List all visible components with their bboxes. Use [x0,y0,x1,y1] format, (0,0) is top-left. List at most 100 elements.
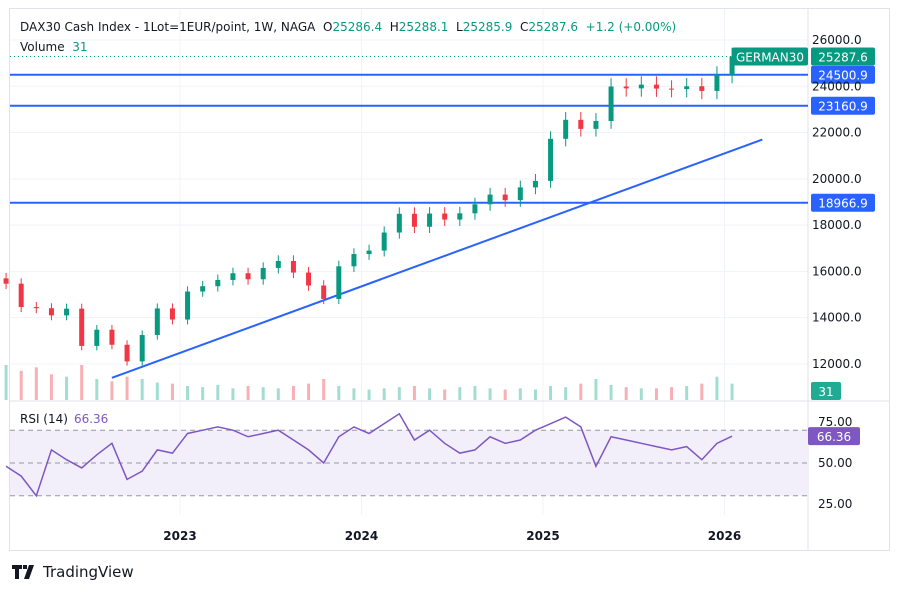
volume-bar [639,388,643,400]
volume-bar [186,386,190,400]
candle-body [200,286,206,292]
volume-bar [276,388,280,400]
volume-bar [65,376,69,400]
volume-bar [49,374,53,400]
candle-body [64,308,70,316]
low-label: L [456,20,463,34]
volume-bar [715,376,719,400]
volume-bar [412,386,416,400]
chart-frame[interactable] [9,8,890,551]
candle-body [548,138,554,181]
volume-label: Volume [20,40,65,54]
candle-body [442,213,448,220]
change-value: +1.2 (+0.00%) [585,20,677,34]
volume-bar [397,387,401,400]
volume-bar [488,388,492,400]
open-label: O [323,20,333,34]
level-price-badge [811,65,875,84]
candle-body [260,267,266,280]
candle-body [608,86,614,121]
level-price-label: 24500.9 [818,69,868,83]
close-value: 25287.6 [528,20,579,34]
volume-bar [443,389,447,400]
candle-body [381,232,387,251]
candle-body [714,74,720,91]
volume-bar [337,386,341,400]
trendline [111,138,763,379]
price-axis-tick: 14000.0 [812,311,862,325]
volume-bar [95,379,99,400]
volume-bar [80,365,84,400]
candle-body [336,266,342,299]
close-label: C [520,20,529,34]
tradingview-logo[interactable]: TradingView [12,563,134,581]
symbol-tag: GERMAN30 [736,50,804,64]
volume-bar [458,387,462,400]
volume-bar [367,389,371,400]
symbol-description: DAX30 Cash Index - 1Lot=1EUR/point, 1W, … [20,20,316,34]
candle-body [154,308,160,336]
volume-bar [700,383,704,400]
price-axis-tick: 16000.0 [812,264,862,278]
candle-body [411,213,417,227]
volume-bar [428,388,432,400]
rsi-line [5,412,733,498]
volume-bar [307,383,311,400]
rsi-label: RSI (14) [20,412,68,426]
candle-body [578,119,584,129]
high-label: H [389,20,399,34]
candle-body [94,329,100,346]
candle-body [3,278,9,284]
candle-body [729,56,735,75]
volume-bar [518,388,522,400]
volume-bar [352,388,356,400]
volume-bar [19,370,23,400]
volume-bar [231,388,235,400]
price-axis-tick: 26000.0 [812,33,862,47]
volume-bar [730,383,734,400]
volume-bar [261,387,265,400]
candle-body [502,194,508,201]
candle-body [245,273,251,280]
candle-body [290,260,296,273]
candle-body [139,335,145,362]
candle-body [472,204,478,214]
price-axis-tick: 20000.0 [812,172,862,186]
ohlc-legend: DAX30 Cash Index - 1Lot=1EUR/point, 1W, … [20,20,676,34]
volume-bar [549,386,553,400]
volume-bar [34,367,38,400]
last-price-badge [811,47,875,66]
rsi-axis-tick: 50.00 [818,456,852,470]
time-axis-tick: 2025 [526,529,559,543]
volume-bar [473,386,477,400]
candle-body [109,329,115,345]
rsi-value: 66.36 [73,412,109,426]
price-axis-tick: 12000.0 [812,357,862,371]
volume-bar [594,379,598,400]
volume-bar [503,389,507,400]
volume-value: 31 [72,40,88,54]
rsi-axis-tick: 25.00 [818,497,852,511]
candle-body [306,272,312,286]
candle-body [669,88,675,90]
candle-body [33,307,39,309]
volume-bar [201,387,205,400]
volume-bar [4,365,8,400]
rsi-value-badge [808,427,860,446]
price-axis-tick: 18000.0 [812,218,862,232]
candle-body [321,285,327,299]
volume-bar [291,386,295,400]
volume-bar [246,386,250,400]
candle-body [623,86,629,89]
symbol-tag-badge [732,47,808,66]
volume-bar [382,388,386,400]
volume-bar [322,379,326,400]
volume-bar [564,387,568,400]
volume-bar [579,383,583,400]
candle-body [275,260,281,268]
volume-bar [670,387,674,400]
volume-bar [609,384,613,400]
price-axis-tick: 24000.0 [812,79,862,93]
volume-badge-label: 31 [818,385,833,399]
